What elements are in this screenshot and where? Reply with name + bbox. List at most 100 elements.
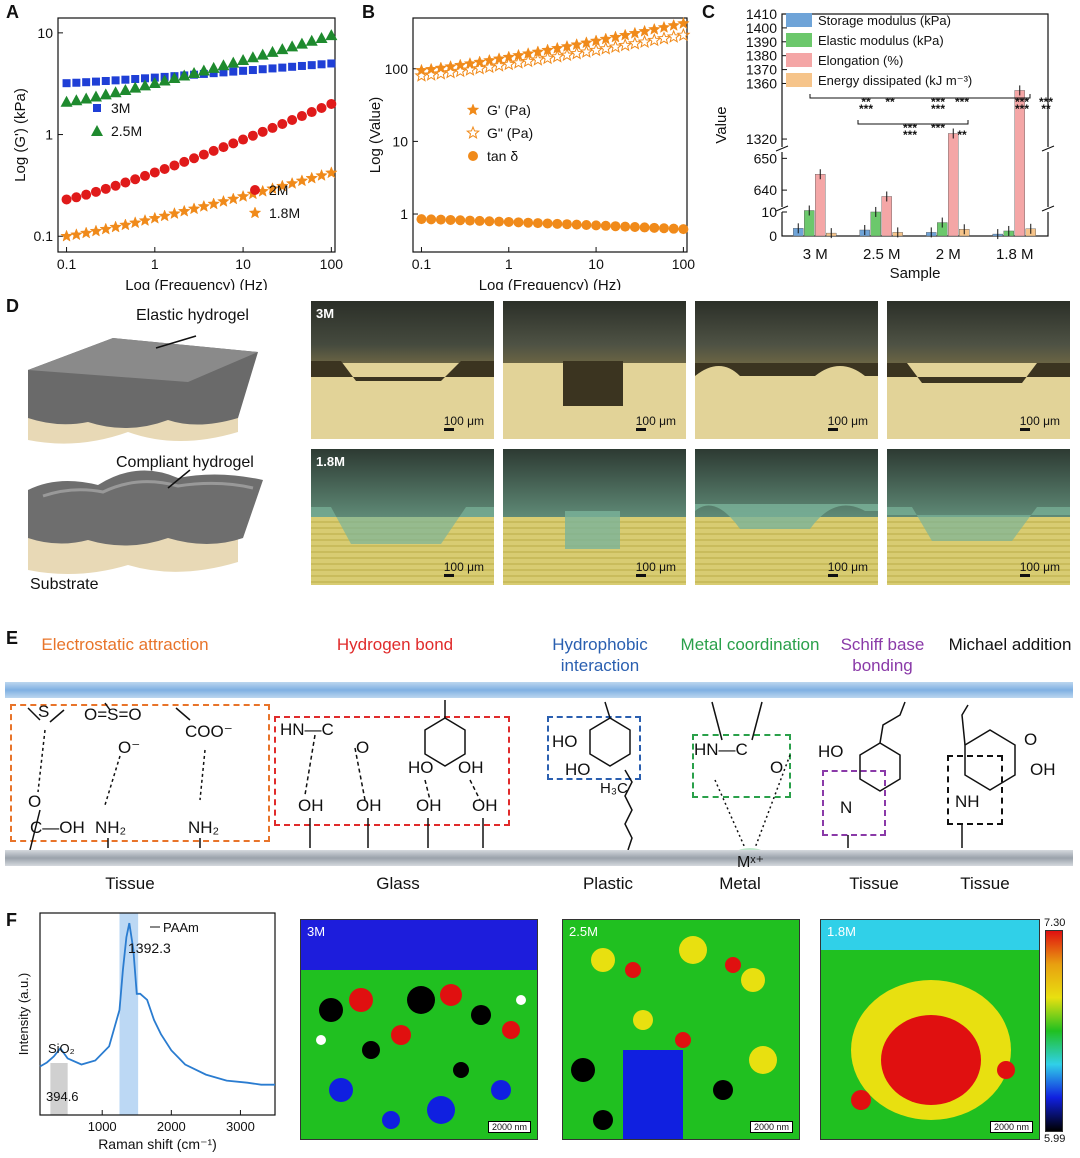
micrograph-1-8m-2: 100 μm — [503, 449, 686, 585]
data-point — [327, 59, 336, 68]
hydrogel-band — [5, 682, 1073, 698]
data-point — [177, 204, 191, 217]
micrograph-1-8m-1: 1.8M 100 μm — [311, 449, 494, 585]
data-point — [208, 145, 219, 156]
data-point — [666, 29, 681, 43]
axis-break-mark — [1041, 145, 1055, 152]
data-point — [275, 179, 289, 192]
data-point — [229, 67, 238, 76]
data-point — [266, 182, 279, 195]
axis-break-gap — [777, 207, 1053, 212]
data-point — [179, 156, 190, 167]
scale-bar-label: 100 μm — [635, 414, 676, 428]
x-axis-label: Sample — [890, 265, 941, 282]
data-point — [278, 63, 287, 72]
map-tag-2-5m: 2.5M — [569, 924, 598, 939]
data-point — [600, 220, 611, 231]
chem-ho-1: HO — [408, 758, 434, 777]
data-point — [227, 56, 240, 68]
x-tick-label: 1 — [505, 256, 513, 272]
y-tick-label: 1390 — [746, 34, 777, 50]
data-point — [610, 221, 621, 232]
data-point — [295, 37, 308, 49]
category-hydrophobic: Hydrophobic interaction — [552, 635, 648, 675]
schiff-box — [822, 770, 886, 836]
sig-bracket — [857, 120, 969, 125]
data-point — [237, 53, 250, 65]
data-point — [79, 226, 93, 239]
data-point — [677, 16, 690, 29]
chem-oh-6: OH — [1030, 760, 1056, 779]
data-point — [80, 92, 93, 104]
data-point — [121, 75, 130, 84]
data-point — [128, 216, 142, 229]
y-axis-label: Log (G') (kPa) — [12, 88, 29, 182]
y-tick-label: 10 — [761, 204, 777, 220]
raman-map-3m: 3M 2000 nm — [300, 919, 538, 1140]
plot-frame — [39, 912, 276, 1116]
bar — [815, 174, 826, 237]
scale-bar: 100 μm — [635, 560, 676, 577]
chart-b: 0.1 1 10 100 1 10 100 Log (Frequency) (Hz) Log (… — [367, 16, 696, 290]
data-point — [426, 214, 437, 225]
chem-ho-3: HO — [565, 760, 591, 779]
data-point — [591, 220, 602, 231]
data-point — [649, 222, 660, 233]
data-point — [512, 48, 525, 61]
significance-mark: *** — [859, 102, 873, 116]
legend-marker — [91, 125, 103, 136]
data-point — [561, 219, 572, 230]
data-point — [81, 189, 92, 200]
data-point — [148, 211, 162, 224]
panel-label-f: F — [6, 910, 17, 930]
x-tick-label: 100 — [672, 256, 696, 272]
significance-mark: *** — [931, 121, 945, 135]
y-tick-label: 1400 — [746, 20, 777, 36]
data-point — [326, 98, 337, 109]
data-point — [638, 24, 651, 37]
data-point — [101, 76, 110, 85]
data-point — [639, 222, 650, 233]
legend-label: Energy dissipated (kJ m⁻³) — [818, 73, 972, 88]
data-point — [158, 209, 171, 222]
chem-hn-c-2: HN—C — [694, 740, 748, 759]
data-point — [140, 170, 151, 181]
data-point — [256, 48, 269, 60]
y-tick-label: 640 — [754, 182, 778, 198]
map-scale: 2000 nm — [749, 1121, 793, 1133]
data-point — [149, 167, 160, 178]
elastic-pointer — [155, 335, 197, 349]
legend-swatch — [786, 53, 812, 67]
chem-n: N — [840, 798, 853, 817]
colorbar-max: 7.30 — [1044, 917, 1066, 929]
data-point — [148, 76, 161, 88]
y-tick-label: 100 — [385, 61, 409, 77]
y-tick-label: 1360 — [746, 75, 777, 91]
data-point — [110, 180, 121, 191]
x-axis-label: Raman shift (cm⁻¹) — [98, 1136, 217, 1152]
bar — [948, 133, 959, 237]
chemistry-drawing — [27, 700, 1016, 850]
data-point — [455, 215, 466, 226]
x-tick-label: 1000 — [88, 1119, 117, 1134]
data-point — [627, 36, 642, 50]
data-point — [569, 46, 584, 60]
data-point — [598, 41, 613, 55]
data-point — [159, 163, 170, 174]
y-tick-label: 1 — [45, 127, 53, 143]
chem-o: O — [28, 792, 42, 811]
data-point — [494, 216, 505, 227]
axis-break-mark — [775, 145, 789, 152]
significance-mark: *** — [1039, 95, 1053, 109]
plot-frame — [781, 13, 1049, 237]
data-point — [424, 67, 439, 81]
data-point — [482, 59, 497, 74]
annotation-label: PAAm — [163, 920, 199, 935]
data-point — [138, 213, 152, 227]
scale-bar-label: 100 μm — [1019, 560, 1060, 574]
data-point — [523, 217, 534, 228]
data-point — [72, 78, 81, 87]
scale-bar-label: 100 μm — [827, 560, 868, 574]
data-point — [530, 52, 545, 66]
data-point — [511, 55, 526, 69]
